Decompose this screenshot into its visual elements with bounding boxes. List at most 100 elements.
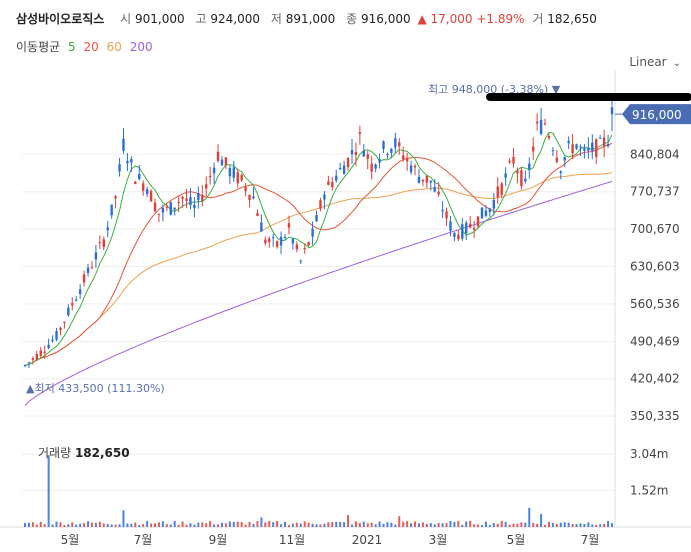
volume-bar xyxy=(358,522,361,527)
ma-period-200: 200 xyxy=(129,40,153,54)
volume-bar xyxy=(445,523,448,527)
candle-body xyxy=(346,157,350,168)
candle-body xyxy=(268,238,271,243)
volume-bar xyxy=(232,521,235,527)
volume-tick-label: 3.04m xyxy=(630,447,668,461)
volume-bar xyxy=(63,525,66,527)
candle-body xyxy=(484,210,488,216)
candle-body xyxy=(583,148,586,151)
volume-bar xyxy=(130,523,133,527)
candle-body xyxy=(228,168,232,177)
volume-bar xyxy=(532,522,535,527)
candle-body xyxy=(441,209,444,212)
time-tick-label: 5월 xyxy=(61,533,80,547)
candle-body xyxy=(181,196,184,199)
volume-bar xyxy=(83,523,86,527)
candle-body xyxy=(169,202,172,215)
volume-bar xyxy=(94,522,97,527)
volume-bar xyxy=(414,521,417,527)
candle-body xyxy=(539,119,543,135)
candle-body xyxy=(279,236,283,246)
moving-average-label: 이동평균 xyxy=(16,40,61,54)
volume-bar xyxy=(79,523,82,527)
volume-bar xyxy=(220,522,223,527)
candle-body xyxy=(398,142,401,147)
candle-body xyxy=(457,234,460,240)
high-label: 고 xyxy=(195,12,207,26)
open-label: 시 xyxy=(120,12,132,26)
moving-average-legend[interactable]: 이동평균 5 20 60 200 xyxy=(16,38,157,55)
volume-bar xyxy=(603,523,606,527)
candle-body xyxy=(106,227,109,231)
volume-bar xyxy=(126,523,129,527)
candle-body xyxy=(78,289,82,294)
volume-bar xyxy=(477,524,480,527)
candle-body xyxy=(216,151,220,161)
volume-bars xyxy=(24,455,613,527)
candle-body xyxy=(47,344,50,349)
ma200-line xyxy=(24,180,613,406)
volume-bar xyxy=(213,524,216,527)
volume-value: 182,650 xyxy=(547,12,597,26)
candle-body xyxy=(465,222,468,234)
volume-bar xyxy=(354,521,357,527)
volume-bar xyxy=(90,522,93,527)
candle-body xyxy=(240,174,243,181)
candle-body xyxy=(508,160,511,163)
volume-bar xyxy=(51,524,54,527)
volume-bar xyxy=(276,521,279,527)
candle-body xyxy=(366,154,369,159)
candle-body xyxy=(390,148,393,153)
candle-body xyxy=(382,141,385,149)
candle-body xyxy=(134,181,137,184)
volume-bar xyxy=(177,524,180,527)
volume-bar xyxy=(516,523,519,527)
ma5-line xyxy=(24,131,613,367)
volume-bar xyxy=(134,522,137,527)
volume-bar xyxy=(67,524,70,527)
volume-panel-label: 거래량 xyxy=(38,446,72,460)
volume-bar xyxy=(551,522,554,527)
volume-bar xyxy=(27,522,30,527)
volume-bar xyxy=(284,521,287,527)
candle-body xyxy=(445,211,448,219)
volume-bar xyxy=(291,523,294,527)
volume-bar xyxy=(559,522,562,527)
candle-body xyxy=(161,207,165,213)
volume-bar xyxy=(110,524,113,527)
volume-bar xyxy=(331,522,334,527)
volume-bar xyxy=(504,521,507,527)
volume-bar xyxy=(43,524,46,527)
current-price-label: 916,000 xyxy=(632,108,682,122)
change-arrow-icon: ▲ xyxy=(417,12,427,26)
volume-bar xyxy=(563,522,566,527)
volume-bar xyxy=(575,524,578,527)
candle-body xyxy=(449,221,452,231)
candle-body xyxy=(437,191,440,195)
volume-bar xyxy=(453,521,456,527)
candle-body xyxy=(429,180,432,183)
quote-header: 삼성바이오로직스 시 901,000 고 924,000 저 891,000 종… xyxy=(16,10,600,27)
candle-body xyxy=(82,274,86,283)
candle-body xyxy=(587,147,590,151)
candle-body xyxy=(31,358,35,360)
low-annotation: ▲최저 433,500 (111.30%) xyxy=(26,382,165,395)
volume-bar xyxy=(528,507,531,527)
volume-bar xyxy=(579,523,582,527)
time-tick-label: 3월 xyxy=(429,533,448,547)
volume-bar xyxy=(410,523,413,527)
candle-body xyxy=(402,155,405,160)
volume-bar xyxy=(307,522,310,527)
candle-body xyxy=(595,139,598,158)
candle-body xyxy=(516,170,519,174)
volume-bar xyxy=(429,523,432,527)
scale-selector[interactable]: Linear ⌄ xyxy=(629,55,681,69)
volume-bar xyxy=(465,521,468,527)
price-tick-label: 840,804 xyxy=(630,147,680,161)
candle-body xyxy=(528,163,531,170)
candle-body xyxy=(394,138,397,148)
candle-body xyxy=(468,223,472,228)
volume-bar xyxy=(441,523,444,527)
candle-body xyxy=(354,151,358,155)
candle-body xyxy=(271,237,275,239)
